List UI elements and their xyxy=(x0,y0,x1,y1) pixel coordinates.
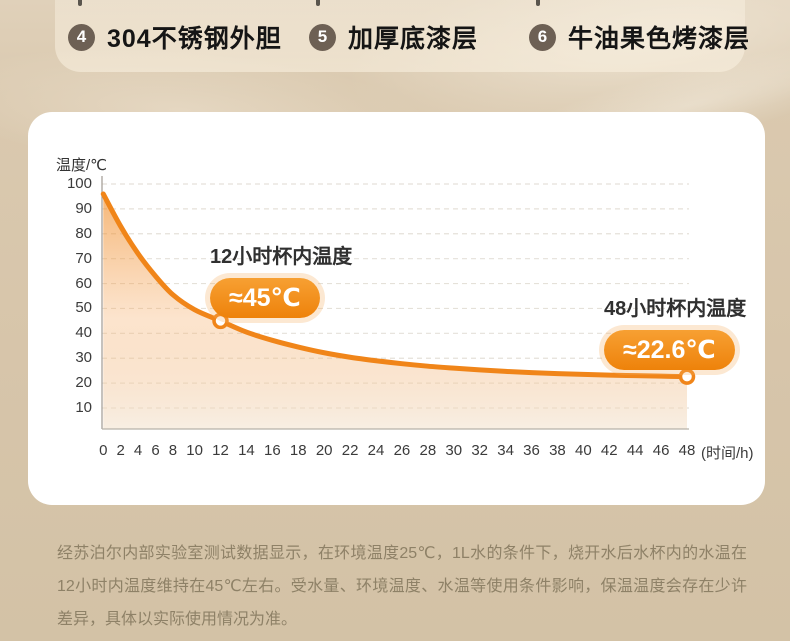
x-tick-label: 22 xyxy=(341,442,359,459)
x-tick-label: 8 xyxy=(168,442,178,459)
x-tick-label: 40 xyxy=(574,442,592,459)
y-tick-label: 70 xyxy=(75,249,92,267)
x-tick-label: 34 xyxy=(497,442,514,459)
x-tick-label: 10 xyxy=(186,442,203,459)
feature-number-badge: 6 xyxy=(529,23,556,51)
leader-line-tip xyxy=(536,0,540,6)
y-tick-label: 20 xyxy=(75,374,92,392)
feature-item-6: 6 牛油果色烤漆层 xyxy=(529,19,750,55)
chart-card: 温度/℃ 100 90 80 70 60 50 40 30 20 10 0 2 4 6 8 10 12 14 16… xyxy=(28,112,765,505)
feature-band xyxy=(55,0,745,72)
feature-label: 304不锈钢外胆 xyxy=(107,25,282,53)
data-point-marker xyxy=(678,368,696,385)
x-tick-label: 16 xyxy=(263,442,281,459)
y-tick-label: 100 xyxy=(66,175,92,192)
feature-number-badge: 4 xyxy=(68,23,95,51)
disclaimer-footnote: 经苏泊尔内部实验室测试数据显示，在环境温度25℃，1L水的条件下，烧开水后水杯内… xyxy=(57,545,747,628)
y-tick-label: 90 xyxy=(75,199,92,217)
x-axis-unit-label: (时间/h) xyxy=(701,445,754,462)
annotation-12h-label: 12小时杯内温度 xyxy=(210,246,353,268)
x-tick-label: 26 xyxy=(393,442,411,459)
x-tick-label: 48 xyxy=(678,442,696,459)
y-tick-label: 10 xyxy=(75,399,92,416)
x-tick-label: 46 xyxy=(652,442,670,459)
annotation-48h: 48小时杯内温度 ≈22.6℃ xyxy=(604,292,746,370)
temperature-curve xyxy=(100,191,690,380)
feature-number-badge: 5 xyxy=(309,23,336,51)
temperature-decay-chart xyxy=(100,176,696,430)
x-tick-label: 0 xyxy=(99,442,108,459)
y-tick-label: 80 xyxy=(75,224,92,242)
x-tick-label: 12 xyxy=(212,442,229,459)
x-tick-label: 18 xyxy=(289,442,307,459)
y-tick-label: 60 xyxy=(75,274,92,292)
x-tick-label: 24 xyxy=(367,442,385,459)
x-tick-label: 14 xyxy=(238,442,255,459)
feature-label: 加厚底漆层 xyxy=(348,25,479,53)
x-tick-label: 44 xyxy=(626,442,644,459)
x-tick-label: 30 xyxy=(445,442,463,459)
x-tick-label: 38 xyxy=(549,442,566,459)
annotation-48h-value-pill: ≈22.6℃ xyxy=(604,330,735,370)
leader-line-tip xyxy=(316,0,320,6)
x-tick-label: 32 xyxy=(471,442,489,459)
annotation-48h-label: 48小时杯内温度 xyxy=(604,298,747,320)
y-tick-label: 30 xyxy=(75,349,92,367)
x-tick-label: 42 xyxy=(600,442,618,459)
annotation-12h: 12小时杯内温度 ≈45℃ xyxy=(210,240,352,318)
x-tick-label: 2 xyxy=(116,442,125,459)
y-tick-label: 40 xyxy=(75,324,92,342)
x-tick-label: 28 xyxy=(419,442,437,459)
y-tick-label: 50 xyxy=(75,299,92,317)
feature-label: 牛油果色烤漆层 xyxy=(568,25,751,53)
curve-area-fill xyxy=(103,193,688,429)
feature-item-4: 4 304不锈钢外胆 xyxy=(68,19,282,55)
x-tick-label: 36 xyxy=(523,442,540,459)
feature-item-5: 5 加厚底漆层 xyxy=(309,19,478,55)
y-axis-title: 温度/℃ xyxy=(56,157,108,174)
x-tick-label: 6 xyxy=(151,442,160,459)
annotation-12h-value-pill: ≈45℃ xyxy=(210,278,320,318)
x-tick-label: 20 xyxy=(315,442,333,459)
x-tick-label: 4 xyxy=(133,442,143,459)
leader-line-tip xyxy=(78,0,82,6)
